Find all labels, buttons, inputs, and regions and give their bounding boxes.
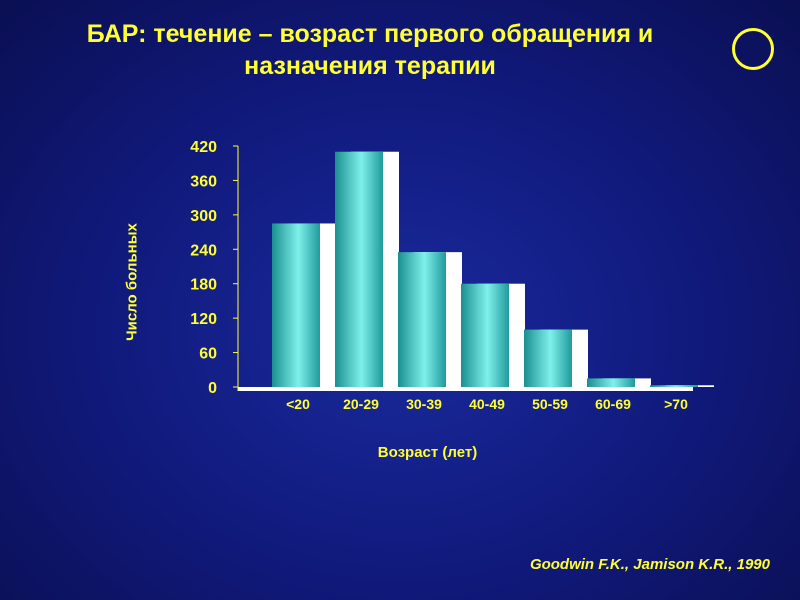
- y-tick-label: 120: [190, 311, 217, 328]
- x-tick-label: <20: [286, 396, 310, 412]
- y-tick-label: 60: [199, 346, 217, 363]
- bar-6: [650, 385, 698, 387]
- y-tick-label: 300: [190, 208, 217, 225]
- y-tick-label: 240: [190, 242, 217, 259]
- y-tick-label: 420: [190, 139, 217, 156]
- bar-3: [461, 283, 509, 387]
- x-tick-label: 40-49: [469, 396, 505, 412]
- y-tick-label: 0: [208, 380, 217, 397]
- y-tick-label: 180: [190, 277, 217, 294]
- x-tick-label: >70: [664, 396, 688, 412]
- bar-5: [587, 378, 635, 387]
- x-axis-label: Возраст (лет): [377, 444, 478, 461]
- bar-1: [335, 151, 383, 387]
- y-axis-label: Число больных: [123, 223, 141, 341]
- x-tick-label: 20-29: [343, 396, 379, 412]
- bar-4: [524, 329, 572, 387]
- x-tick-label: 50-59: [532, 396, 568, 412]
- slide-title: БАР: течение – возраст первого обращения…: [0, 18, 740, 82]
- title-line-2: назначения терапии: [244, 52, 496, 80]
- x-tick-label: 60-69: [595, 396, 631, 412]
- bar-2: [398, 252, 446, 387]
- bar-0: [272, 223, 320, 387]
- x-tick-label: 30-39: [406, 396, 442, 412]
- chart-floor: [238, 387, 693, 391]
- circle-icon: [732, 28, 774, 70]
- title-line-1: БАР: течение – возраст первого обращения…: [86, 20, 654, 48]
- y-tick-label: 360: [190, 173, 217, 190]
- citation: Goodwin F.K., Jamison K.R., 1990: [529, 556, 770, 573]
